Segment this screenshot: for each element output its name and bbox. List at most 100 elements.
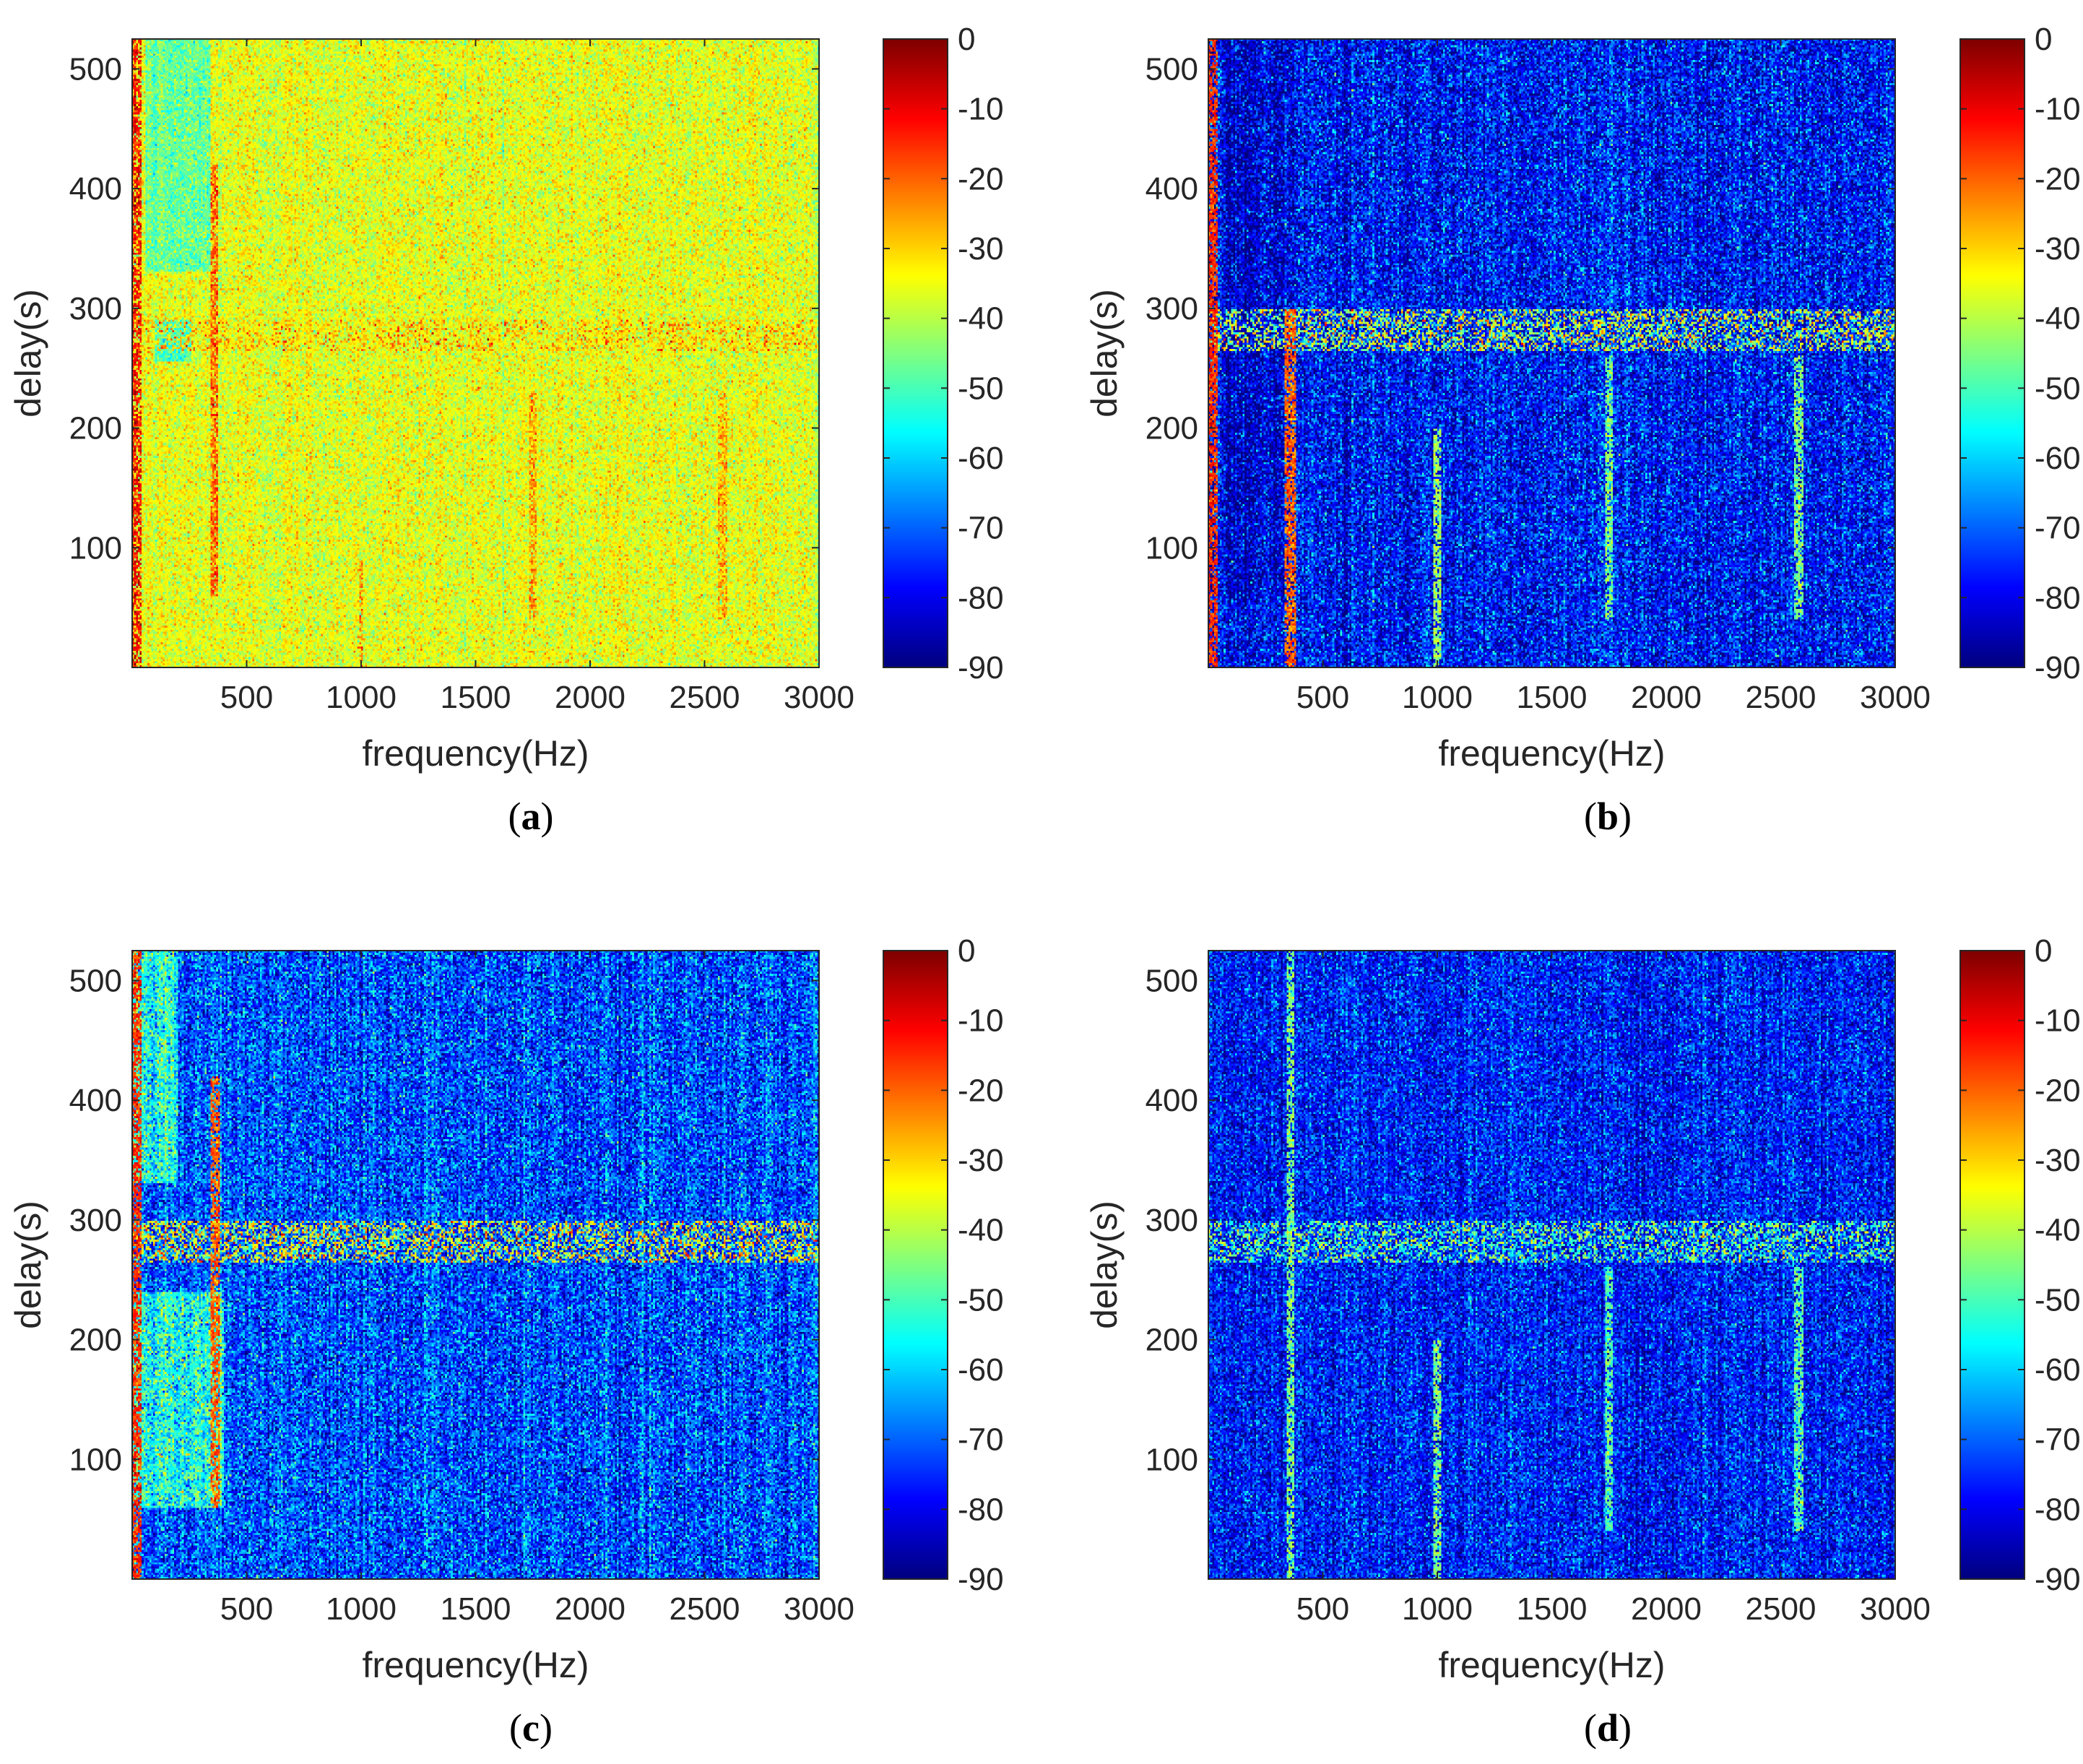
panel-caption: (a) [508,795,554,838]
y-tick-label: 300 [69,291,122,327]
x-axis-label: frequency(Hz) [1439,1645,1666,1685]
x-tick-label: 1000 [326,1591,397,1627]
panel-d: 500 1000 1500 2000 2500 3000 100 200 300 400 500 fr… [1084,933,2081,1750]
colorbar-tick-label: -80 [2035,1492,2081,1527]
colorbar-tick-label: -90 [2035,1562,2081,1597]
colorbar-tick-label: -60 [958,441,1004,476]
colorbar-tick-label: -40 [2035,1213,2081,1248]
colorbar-tick-label: -30 [2035,231,2081,267]
x-tick-label: 1000 [326,680,397,715]
y-tick-label: 100 [69,530,122,566]
colorbar-tick-label: 0 [958,22,975,57]
caption-open-paren: ( [509,1706,522,1750]
colorbar-tick-label: -10 [958,92,1004,127]
caption-close-paren: ) [1619,795,1632,838]
colorbar-tick-label: -90 [2035,650,2081,686]
colorbar-tick-label: -70 [2035,1422,2081,1458]
heatmap-image-d [1208,951,1895,1579]
y-tick-label: 500 [1146,963,1198,998]
colorbar-b [1960,39,2024,667]
colorbar-a [883,39,948,667]
colorbar-tick-label: 0 [2035,22,2052,57]
x-tick-label: 2500 [670,1591,740,1627]
x-axis-label: frequency(Hz) [1439,733,1666,774]
x-tick-label: 2500 [670,680,740,715]
colorbar-tick-label: -10 [2035,1003,2081,1039]
colorbar-tick-label: -50 [958,1282,1004,1318]
x-tick-label: 500 [220,1591,273,1627]
x-tick-label: 2000 [1631,680,1702,715]
y-tick-label: 100 [69,1442,122,1477]
colorbar-tick-label: -50 [958,371,1004,406]
heatmap-image-b [1208,39,1895,667]
colorbar-c [883,951,948,1579]
x-tick-label: 2000 [555,680,625,715]
y-tick-label: 200 [69,1323,122,1358]
colorbar-tick-label: -10 [958,1003,1004,1039]
colorbar-frame [1959,38,2025,668]
colorbar-tick-label: -60 [2035,1352,2081,1388]
colorbar-tick-label: -70 [958,1422,1004,1458]
colorbar-tick-label: -50 [2035,371,2081,406]
x-tick-label: 1000 [1402,680,1473,715]
colorbar-tick-label: -80 [2035,580,2081,615]
colorbar-tick-label: -30 [2035,1143,2081,1178]
x-tick-label: 1500 [441,680,511,715]
x-tick-label: 2000 [555,1591,625,1627]
y-tick-label: 500 [1146,51,1198,87]
colorbar-tick-label: -80 [958,580,1004,615]
caption-open-paren: ( [508,795,521,838]
caption-open-paren: ( [1584,1706,1597,1750]
colorbar-tick-label: -30 [958,1143,1004,1178]
colorbar-tick-label: -10 [2035,92,2081,127]
y-tick-label: 500 [69,963,122,998]
y-tick-label: 300 [1146,291,1198,327]
panel-caption: (d) [1584,1706,1632,1750]
x-tick-label: 1000 [1402,1591,1473,1627]
colorbar-tick-label: -20 [2035,1073,2081,1108]
colorbar-tick-label: -70 [958,511,1004,546]
panel-c: 500 1000 1500 2000 2500 3000 100 200 300 400 500 fr… [8,933,1004,1750]
colorbar-tick-label: -30 [958,231,1004,267]
panel-b: 500 1000 1500 2000 2500 3000 100 200 300 400 500 fr… [1084,22,2081,838]
colorbar-tick-label: -70 [2035,511,2081,546]
x-tick-label: 500 [220,680,273,715]
y-tick-label: 300 [69,1203,122,1238]
y-tick-label: 400 [1146,171,1198,207]
x-tick-label: 2500 [1746,680,1816,715]
y-tick-label: 200 [1146,411,1198,446]
colorbar-frame [883,38,948,668]
y-tick-label: 200 [69,411,122,446]
y-tick-label: 400 [1146,1083,1198,1118]
colorbar-tick-label: -20 [2035,161,2081,196]
y-axis-label: delay(s) [1084,289,1125,418]
colorbar-tick-label: -40 [958,1213,1004,1248]
x-tick-label: 1500 [441,1591,511,1627]
caption-open-paren: ( [1584,795,1597,838]
colorbar-tick-label: -20 [958,1073,1004,1108]
colorbar-tick-label: -60 [958,1352,1004,1388]
x-tick-label: 2500 [1746,1591,1816,1627]
x-axis-label: frequency(Hz) [363,733,589,774]
colorbar-tick-label: -50 [2035,1282,2081,1318]
y-axis-label: delay(s) [8,1201,48,1329]
x-axis-label: frequency(Hz) [363,1645,589,1685]
colorbar-tick-label: -20 [958,161,1004,196]
caption-letter: d [1597,1706,1619,1750]
colorbar-tick-label: 0 [2035,933,2052,969]
panel-caption: (b) [1584,795,1632,838]
y-tick-label: 100 [1146,530,1198,566]
colorbar-frame [883,950,948,1580]
x-tick-label: 500 [1296,680,1349,715]
x-tick-label: 2000 [1631,1591,1702,1627]
y-axis-label: delay(s) [1084,1201,1125,1329]
heatmap-image-a [132,39,819,667]
y-axis-label: delay(s) [8,289,48,418]
y-tick-label: 400 [69,171,122,207]
panel-caption: (c) [509,1706,553,1750]
panel-a: 500 1000 1500 2000 2500 3000 100 200 300 400 500 fr… [8,22,1004,838]
colorbar-tick-label: -60 [2035,441,2081,476]
y-tick-label: 300 [1146,1203,1198,1238]
colorbar-frame [1959,950,2025,1580]
x-tick-label: 1500 [1517,680,1588,715]
